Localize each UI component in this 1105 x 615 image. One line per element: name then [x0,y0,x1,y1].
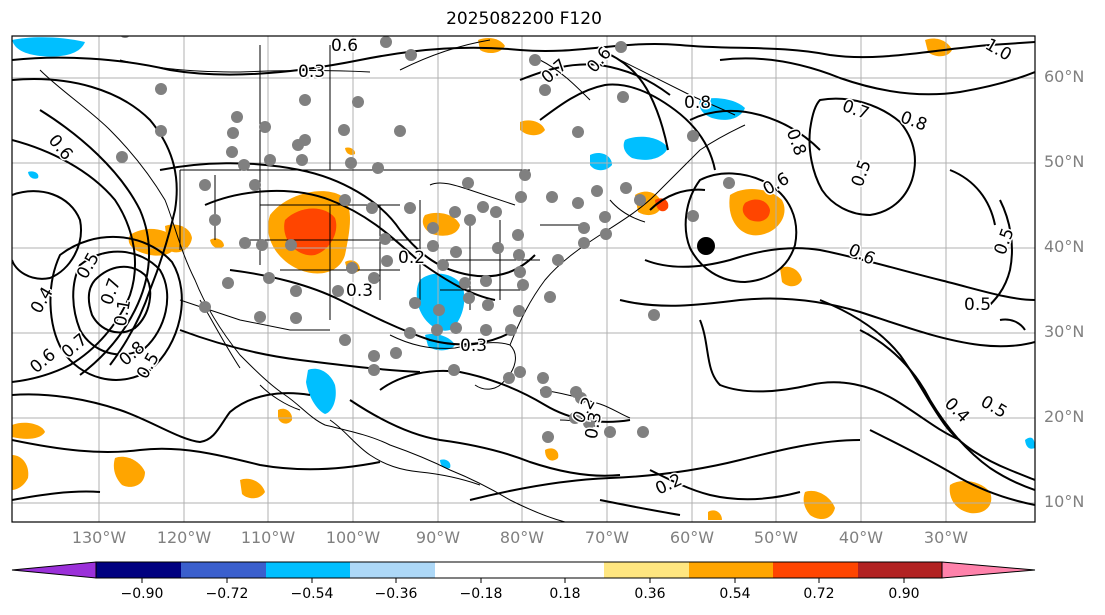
colorbar-tick-label: 0.18 [549,586,581,602]
contour-label: 0.2 [398,248,425,268]
contour-label: 0.3 [298,62,325,82]
positive-anomaly-rockies-core [284,208,337,256]
contour-label: 0.5 [848,157,876,189]
colorbar-bin [604,562,689,578]
lon-label: 30°W [923,528,969,547]
lon-label: 130°W [71,528,127,547]
lon-label: 100°W [325,528,381,547]
contour-label: 0.8 [897,107,929,135]
colorbar-bin [350,562,435,578]
negative-anomaly-gulf [416,273,465,331]
contour-label: 0.6 [44,131,77,165]
contour-label: 0.8 [684,93,711,113]
colorbar-bin [689,562,773,578]
colorbar-bin [520,562,604,578]
lon-label: 80°W [499,528,545,547]
contour-label: 0.6 [26,345,60,378]
colorbar-bin [96,562,181,578]
map-title: 2025082200 F120 [446,9,602,29]
colorbar-extend-low [11,561,97,579]
map-border [11,35,1036,523]
lat-label: 60°N [1044,67,1085,86]
lon-label: 70°W [584,528,630,547]
contour-label: 0.7 [58,330,92,363]
storm-center-marker [697,237,715,255]
lat-label: 10°N [1044,492,1085,511]
positive-anomaly-atlantic-core [742,199,770,222]
lon-label: 90°W [415,528,461,547]
contour-label: 0.6 [845,240,878,270]
colorbar-bin [773,562,858,578]
colorbar-bin [181,562,266,578]
colorbar-tick-label: 0.54 [719,586,751,602]
colorbar-tick-label: 0.36 [634,586,666,602]
colorbar-tick-label: −0.18 [459,586,503,602]
lat-label: 50°N [1044,152,1085,171]
colorbar-tick-label: −0.72 [205,586,249,602]
contour-label: 0.3 [582,410,606,440]
contour-label: 0.4 [27,284,58,317]
contour-label: 0.3 [346,281,373,301]
colorbar-tick-label: −0.54 [290,586,334,602]
lon-label: 120°W [156,528,212,547]
contour-label: 0.7 [538,55,572,88]
contour-label: 0.1 [111,298,135,328]
lon-label: 60°W [669,528,715,547]
lon-label: 110°W [240,528,296,547]
colorbar-tick-label: 0.72 [803,586,835,602]
contour-label: 0.6 [331,36,358,56]
colorbar-tick-label: −0.90 [120,586,164,602]
coastlines [39,39,746,522]
colorbar-bin [858,562,942,578]
contour-label: 0.5 [964,295,991,315]
contour-label: 0.3 [460,336,487,356]
lat-label: 20°N [1044,407,1085,426]
colorbar-bin [266,562,350,578]
contours [12,41,1035,516]
contour-label: 0.8 [782,126,810,158]
lat-label: 30°N [1044,322,1085,341]
contour-label: 0.5 [991,225,1019,257]
colorbar-tick-label: −0.36 [374,586,418,602]
colorbar-bin [435,562,520,578]
lat-label: 40°N [1044,237,1085,256]
colorbar-tick-label: 0.90 [888,586,920,602]
lon-label: 50°W [753,528,799,547]
lon-label: 40°W [838,528,884,547]
contour-label: 1.0 [982,35,1015,66]
contour-label: 0.7 [839,96,871,124]
colorbar-extend-high [941,561,1036,579]
colorbar [11,561,1036,583]
stations [116,36,735,443]
